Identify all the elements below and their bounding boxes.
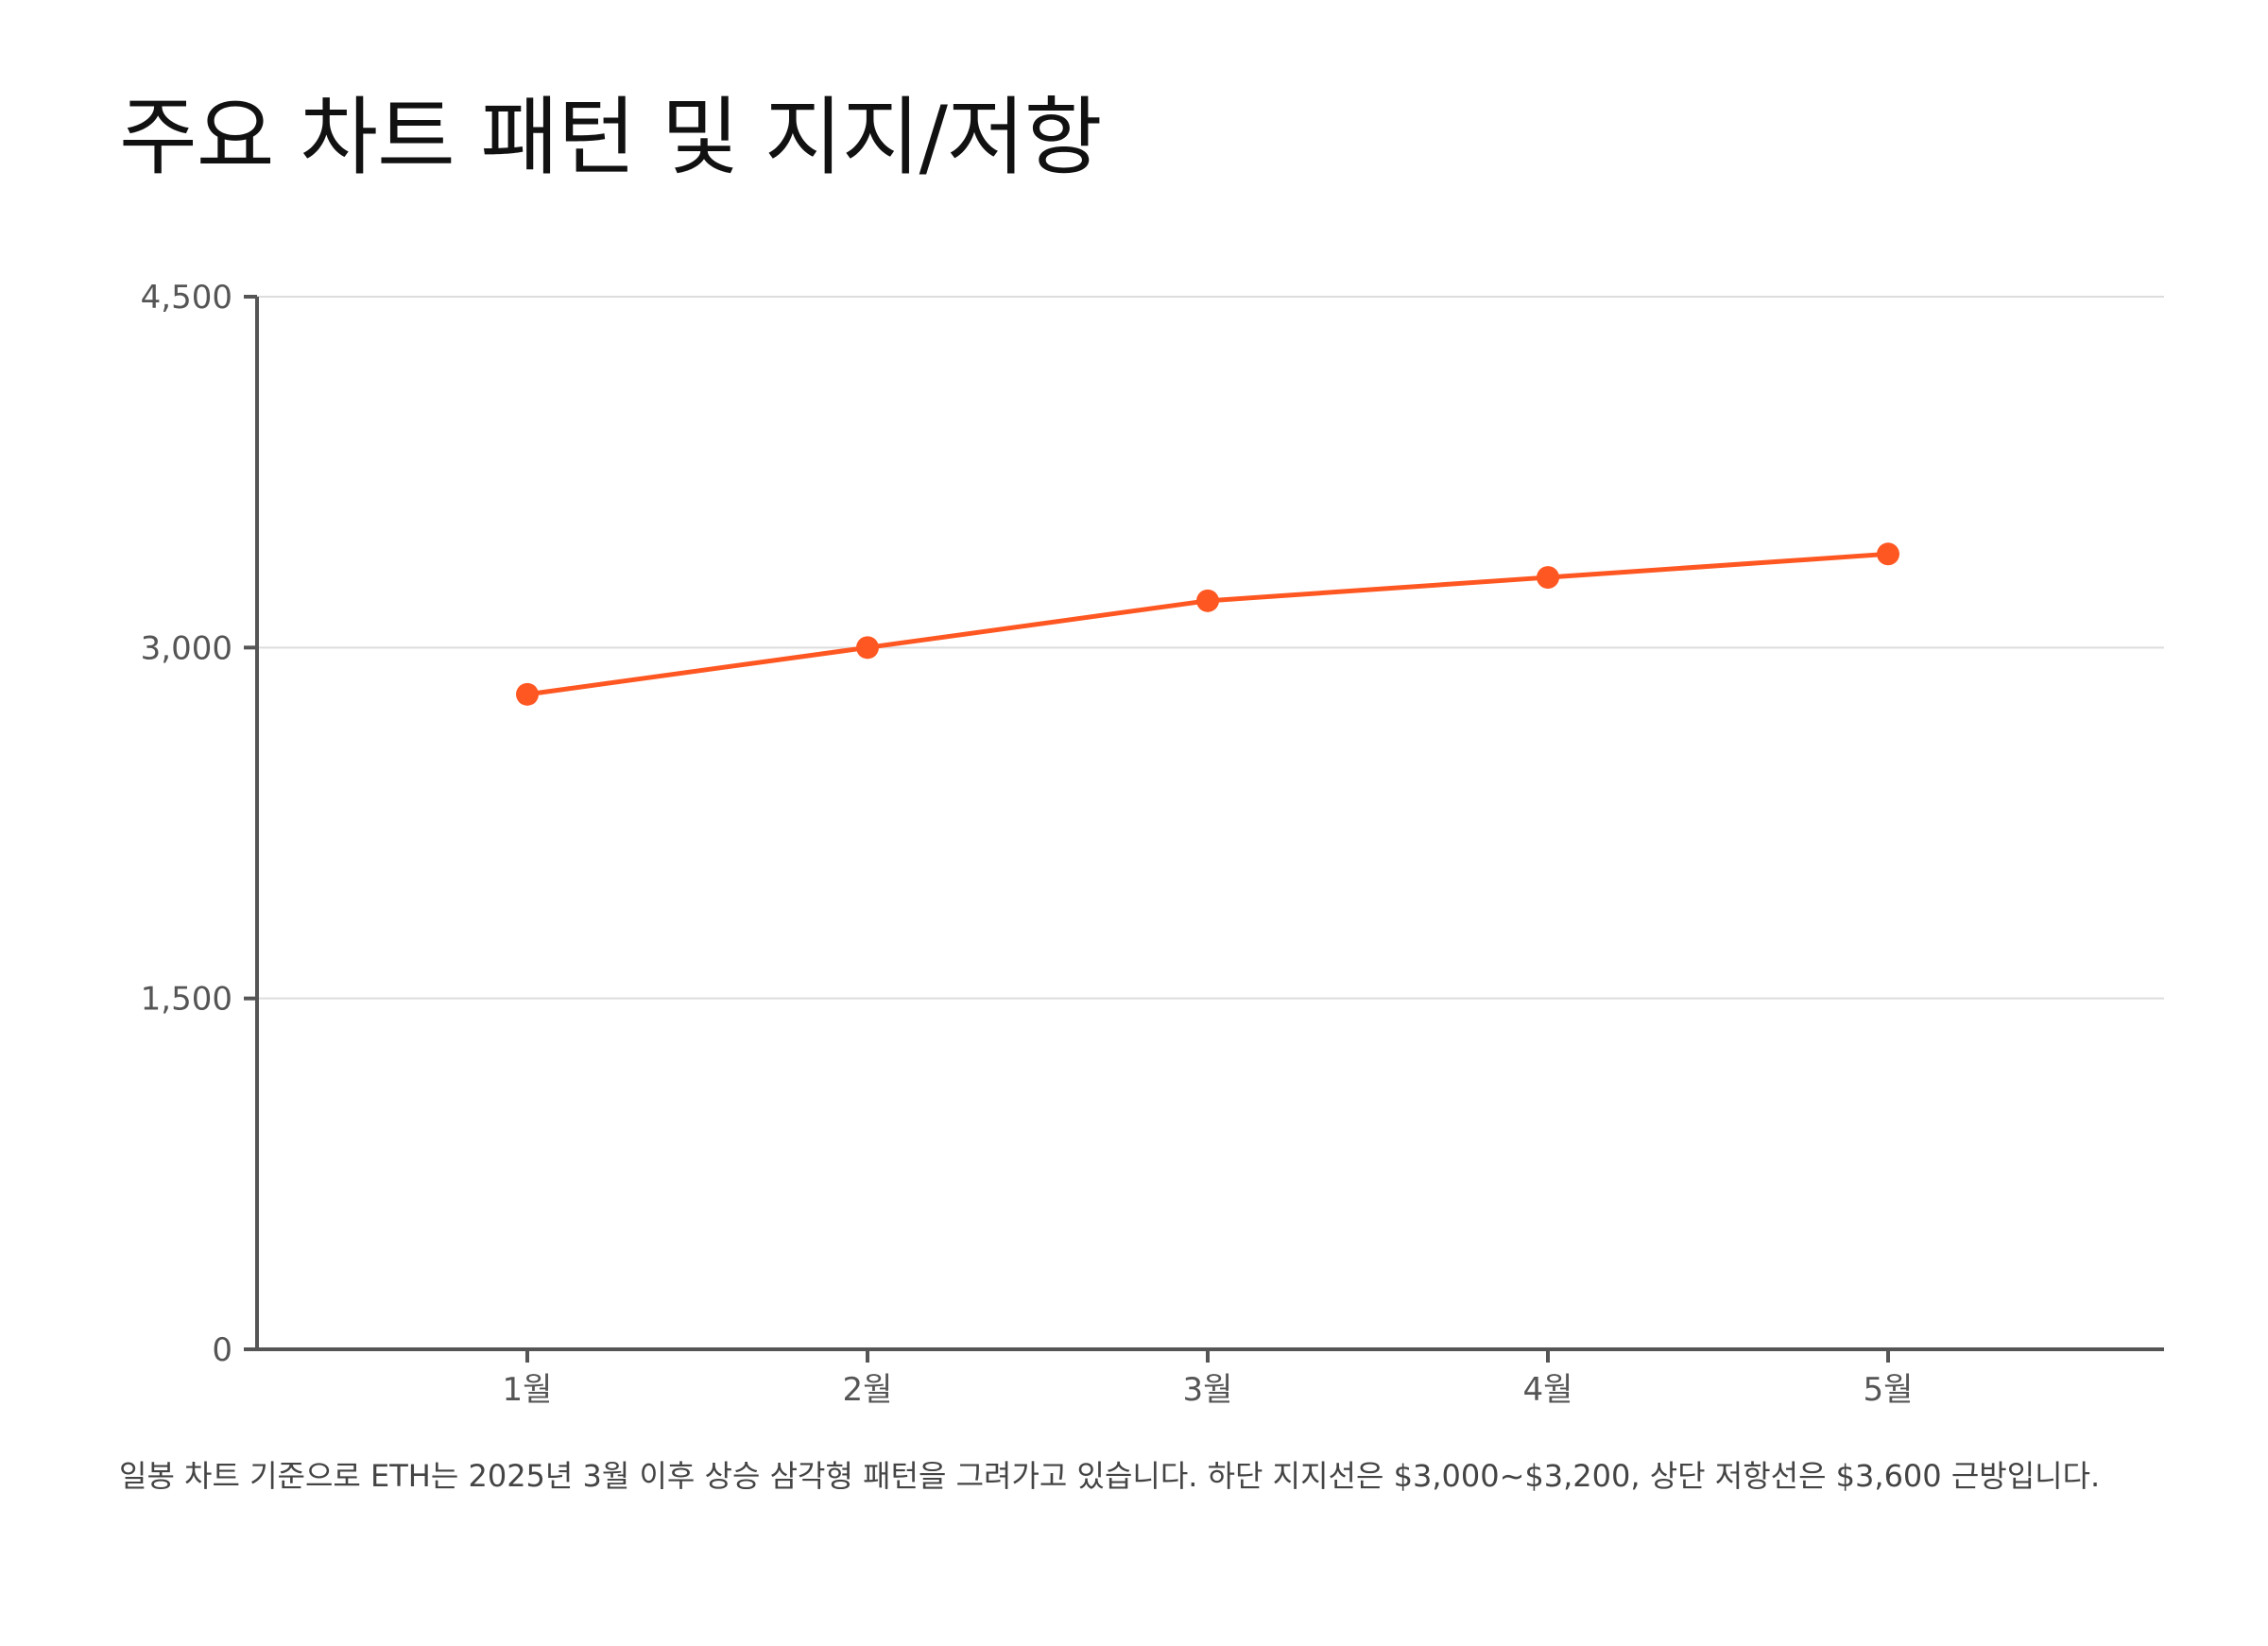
axes: [244, 295, 2164, 1363]
chart-caption: 일봉 차트 기준으로 ETH는 2025년 3월 이후 상승 삼각형 패턴을 그…: [119, 1458, 2101, 1494]
data-point: [516, 682, 539, 706]
tick-labels: 0 1,500 3,000 4,500 1월 2월 3월 4월 5월: [141, 279, 1914, 1409]
data-point: [1877, 542, 1899, 566]
y-tick-label: 4,500: [141, 279, 232, 317]
y-tick-label: 1,500: [141, 981, 232, 1019]
grid-lines: [257, 296, 2164, 1000]
data-point: [856, 636, 879, 660]
x-tick-label: 4월: [1523, 1371, 1573, 1409]
x-tick-label: 3월: [1183, 1371, 1233, 1409]
data-point: [1196, 589, 1219, 612]
x-tick-label: 5월: [1864, 1371, 1914, 1409]
x-tick-label: 2월: [843, 1371, 893, 1409]
y-tick-label: 0: [212, 1331, 232, 1369]
series-line: [524, 551, 1891, 697]
y-tick-label: 3,000: [141, 629, 232, 667]
x-tick-label: 1월: [503, 1371, 553, 1409]
series-layer: [516, 542, 1899, 706]
data-point: [1537, 566, 1559, 590]
chart-title: 주요 차트 패턴 및 지지/저항: [119, 88, 1103, 187]
